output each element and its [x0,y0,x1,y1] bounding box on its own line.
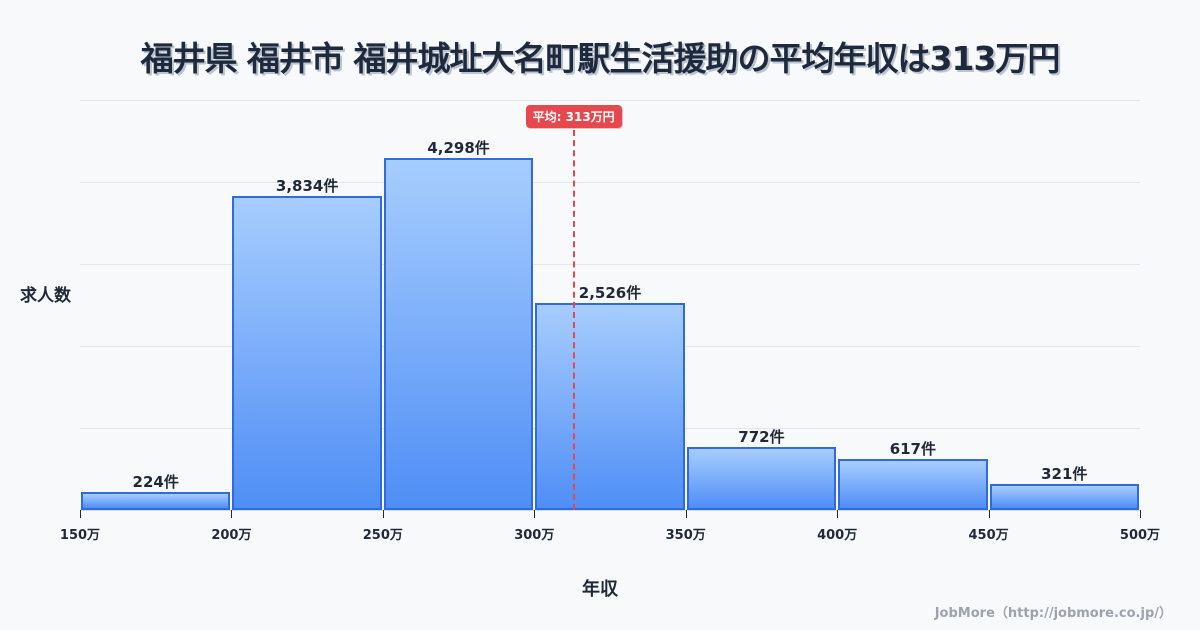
bar-value-label: 2,526件 [578,283,642,302]
gridline [80,100,1140,101]
x-tick [1140,510,1141,518]
x-tick-label: 250万 [362,528,403,543]
bar-value-label: 3,834件 [275,176,339,195]
x-axis-label: 年収 [582,579,618,600]
gridline [80,264,1140,265]
histogram-bar [838,459,988,510]
chart-title: 福井県 福井市 福井城址大名町駅生活援助の平均年収は313万円 [140,39,1061,78]
histogram-bar [686,446,837,510]
x-tick [231,510,233,518]
x-tick-label: 450万 [968,528,1009,543]
histogram-bar [535,302,685,510]
histogram-bar [232,195,382,510]
x-tick [80,510,81,518]
x-tick-label: 500万 [1119,528,1161,543]
x-tick [534,510,536,518]
bar-value-label: 224件 [132,472,179,491]
plot-area: 224件 3,834件 4,298件 2,526件 772件 617件 321件 [80,100,1141,518]
x-tick [837,510,839,518]
x-tick [382,510,384,518]
x-tick-label: 150万 [59,528,101,543]
bar-value-label: 772件 [738,427,785,446]
x-tick [988,510,990,518]
histogram-bar [383,157,534,510]
gridline [80,182,1140,183]
credit-text: JobMore（http://jobmore.co.jp/） [934,606,1172,621]
histogram-bar [81,491,231,510]
bar-value-label: 617件 [889,440,936,459]
x-tick [685,510,687,518]
mean-badge: 平均: 313万円 [525,105,622,128]
bar-value-label: 4,298件 [427,138,490,157]
x-tick-label: 200万 [211,528,252,543]
x-tick-label: 300万 [514,528,555,543]
histogram-bar [989,483,1139,510]
mean-line [572,130,575,510]
y-axis-label: 求人数 [20,286,71,306]
bar-value-label: 321件 [1041,464,1088,483]
x-tick-label: 350万 [665,528,706,543]
x-axis-line [80,510,1140,511]
x-tick-label: 400万 [817,528,858,543]
